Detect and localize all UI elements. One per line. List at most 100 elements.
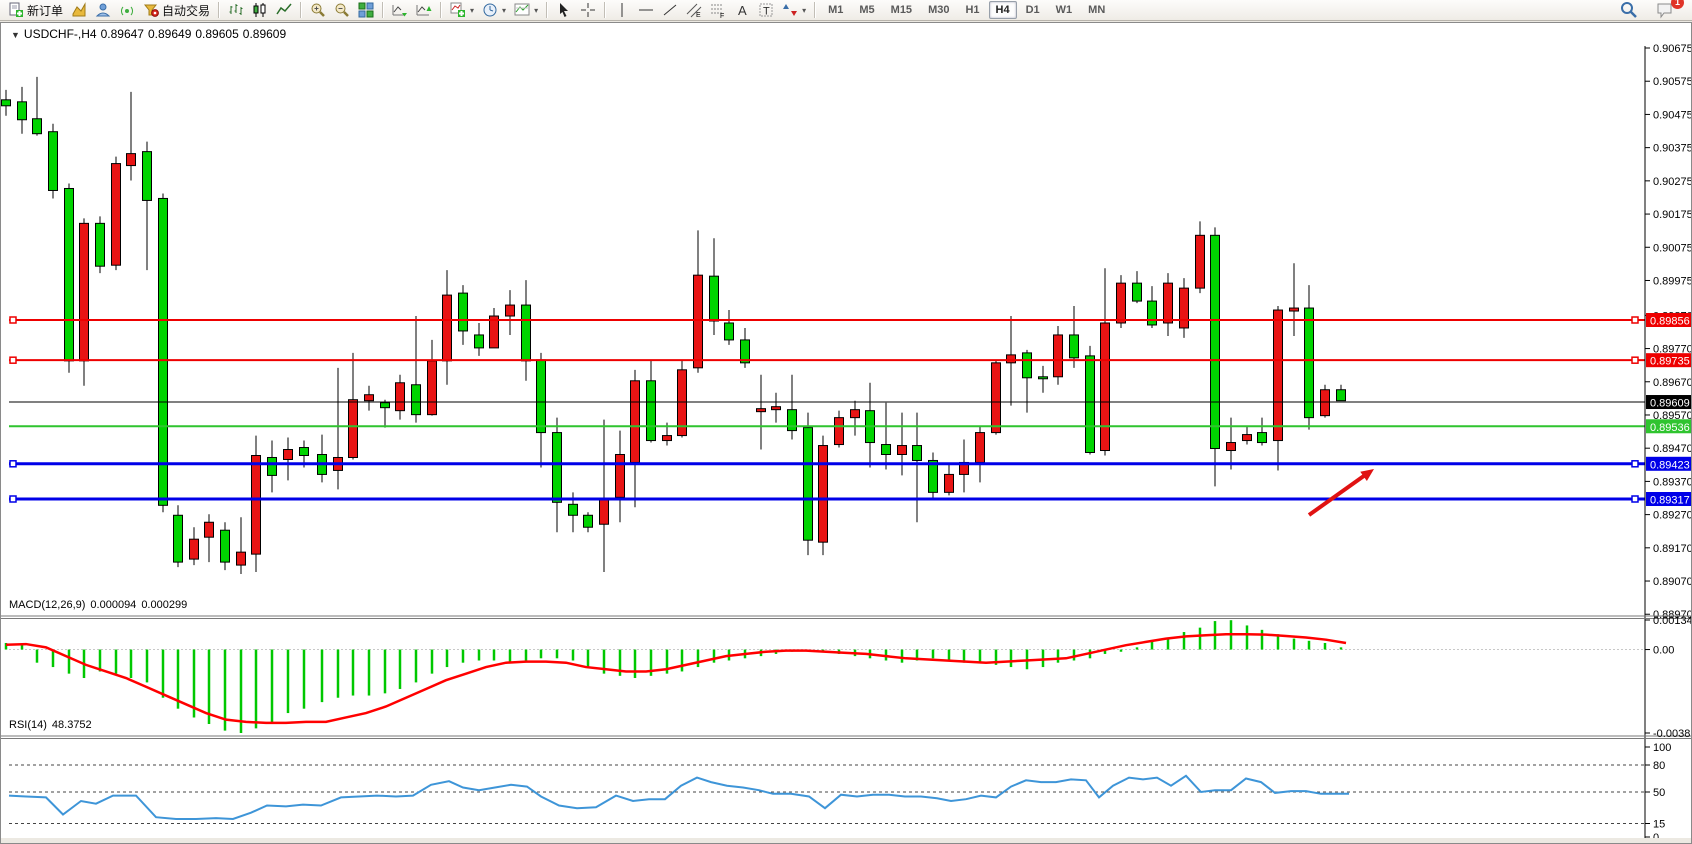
rsi-axis-label: 0 <box>1653 832 1659 843</box>
support-line-blue-1[interactable] <box>9 460 1645 468</box>
line-handle[interactable] <box>9 316 17 324</box>
text-label-button[interactable]: T <box>754 0 778 21</box>
line-handle[interactable] <box>9 356 17 364</box>
candle-body <box>991 362 1001 434</box>
candle-body <box>411 384 421 416</box>
main-toolbar: 新订单 自动交易 ▾ ▾ ▾ E F A T ▾ M1 M5 M15 M30 H1 H4 D1 W1 MN 1 <box>0 0 1692 21</box>
autotrading-button[interactable]: 自动交易 <box>139 0 214 21</box>
auto-scroll-button[interactable] <box>388 0 412 21</box>
vertical-line-button[interactable] <box>610 0 634 21</box>
timeframe-h1-button[interactable]: H1 <box>965 4 980 16</box>
notification-badge: 1 <box>1671 0 1684 9</box>
candle <box>158 193 168 513</box>
chevron-down-icon[interactable]: ▾ <box>502 5 507 15</box>
toolbar-separator <box>546 2 549 18</box>
candle <box>991 359 1001 435</box>
line-handle[interactable] <box>1631 460 1639 468</box>
candle-body <box>1038 376 1048 380</box>
timeframe-d1-button[interactable]: D1 <box>1025 4 1040 16</box>
chart-window[interactable]: ▼ USDCHF-,H4 0.89647 0.89649 0.89605 0.89609 … <box>0 22 1692 844</box>
candle-body <box>364 394 374 402</box>
crosshair-button[interactable] <box>576 0 600 21</box>
timeframe-mn-button[interactable]: MN <box>1088 4 1106 16</box>
chat-button[interactable]: 1 <box>1652 0 1684 21</box>
equidistant-channel-button[interactable]: E <box>682 0 706 21</box>
resistance-line-2[interactable] <box>9 356 1645 364</box>
zoom-in-button[interactable] <box>306 0 330 21</box>
candle-body <box>142 151 152 201</box>
toolbar-separator <box>814 2 817 18</box>
candle-body <box>1022 352 1032 379</box>
gold-chart-icon <box>71 2 87 18</box>
horizontal-line-button[interactable] <box>634 0 658 21</box>
candle <box>1210 227 1220 487</box>
cursor-button[interactable] <box>552 0 576 21</box>
resistance-line-1[interactable] <box>9 316 1645 324</box>
arrow-annotation[interactable] <box>1307 469 1374 517</box>
price-tick-label: 0.89070 <box>1653 576 1691 588</box>
price-axis[interactable]: 0.90675 0.90575 0.90475 0.90375 0.90275 0.901… <box>1644 43 1691 843</box>
line-handle[interactable] <box>9 495 17 503</box>
toolbar-separator <box>382 2 385 18</box>
one-click-collapse-icon[interactable]: ▼ <box>11 30 20 40</box>
support-line-blue-2[interactable] <box>9 495 1645 503</box>
chevron-down-icon[interactable]: ▾ <box>470 5 475 15</box>
arrows-button[interactable]: ▾ <box>778 0 810 21</box>
candle-body <box>458 292 468 332</box>
candle-body <box>267 456 277 476</box>
macd-signal-line <box>5 632 1347 725</box>
candle <box>615 430 625 523</box>
timeframe-m30-button[interactable]: M30 <box>928 4 950 16</box>
candle-body <box>1242 434 1252 442</box>
new-order-button[interactable]: 新订单 <box>4 0 67 21</box>
candle-body <box>1336 389 1346 402</box>
signals-button[interactable] <box>115 0 139 21</box>
indicators-button[interactable]: ▾ <box>446 0 478 21</box>
hline-icon <box>638 2 654 18</box>
main-macd-splitter[interactable] <box>1 593 1691 597</box>
candle <box>850 400 860 436</box>
candle-body <box>1163 282 1173 324</box>
search-button[interactable] <box>1616 0 1642 21</box>
zoom-out-button[interactable] <box>330 0 354 21</box>
bar-chart-button[interactable] <box>224 0 248 21</box>
rsi-indicator-label: RSI(14) 48.3752 <box>9 719 97 731</box>
candle-body <box>1320 389 1330 417</box>
chevron-down-icon[interactable]: ▾ <box>802 5 807 15</box>
timeframe-m1-button[interactable]: M1 <box>828 4 844 16</box>
line-handle[interactable] <box>1631 495 1639 503</box>
line-chart-button[interactable] <box>272 0 296 21</box>
candle-body <box>1085 355 1095 454</box>
candle-body <box>1006 354 1016 364</box>
candlestick-chart-button[interactable] <box>248 0 272 21</box>
trendline-button[interactable] <box>658 0 682 21</box>
chart-window-button[interactable] <box>67 0 91 21</box>
autoscroll-icon <box>392 2 408 18</box>
new-order-icon <box>8 2 24 18</box>
line-handle[interactable] <box>1631 316 1639 324</box>
price-tick-label: 0.89470 <box>1653 443 1691 455</box>
templates-button[interactable]: ▾ <box>510 0 542 21</box>
profile-button[interactable] <box>91 0 115 21</box>
line-handle[interactable] <box>1631 356 1639 364</box>
tile-windows-button[interactable] <box>354 0 378 21</box>
periods-button[interactable]: ▾ <box>478 0 510 21</box>
candle <box>724 310 734 345</box>
symbol-period-label: USDCHF-,H4 <box>23 27 97 41</box>
text-button[interactable]: A <box>730 0 754 21</box>
candle <box>411 316 421 423</box>
line-handle[interactable] <box>9 460 17 468</box>
chart-shift-button[interactable] <box>412 0 436 21</box>
timeframe-w1-button[interactable]: W1 <box>1055 4 1073 16</box>
chevron-down-icon[interactable]: ▾ <box>534 5 539 15</box>
timeframe-h4-button[interactable]: H4 <box>988 1 1017 19</box>
macd-rsi-splitter[interactable] <box>1 713 1691 717</box>
chart-canvas[interactable]: 0.90675 0.90575 0.90475 0.90375 0.90275 0.901… <box>1 23 1691 843</box>
candle <box>771 392 781 423</box>
autotrading-label: 自动交易 <box>162 3 211 18</box>
timeframe-m15-button[interactable]: M15 <box>890 4 913 16</box>
candle-body <box>912 445 922 461</box>
timeframe-m5-button[interactable]: M5 <box>859 4 875 16</box>
fibonacci-button[interactable]: F <box>706 0 730 21</box>
candle-body <box>693 274 703 369</box>
